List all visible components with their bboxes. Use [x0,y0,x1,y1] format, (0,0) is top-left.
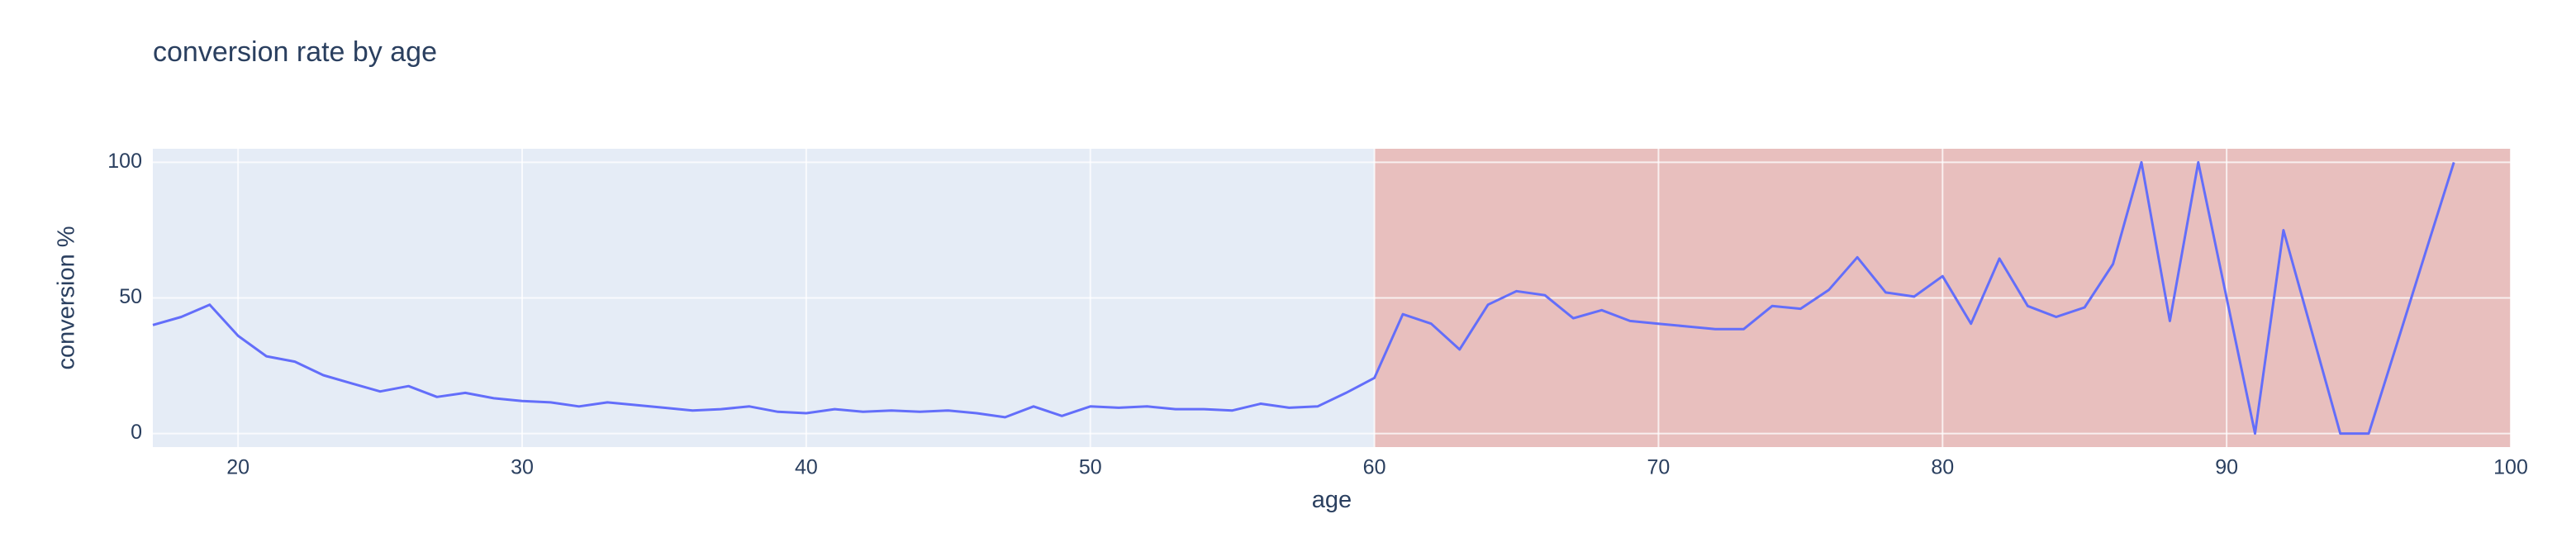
y-axis-ticks: 0 50 100 [107,150,142,444]
series-line [152,160,2455,436]
x-axis-title: age [1312,487,1352,513]
y-tick-label: 100 [107,150,142,173]
x-axis-ticks: 20 30 40 50 60 70 80 90 100 [226,456,2528,479]
x-tick-label: 30 [511,456,534,479]
x-tick-label: 100 [2493,456,2528,479]
x-tick-label: 60 [1363,456,1386,479]
y-tick-label: 50 [119,285,142,308]
x-tick-label: 90 [2215,456,2238,479]
x-tick-label: 70 [1647,456,1671,479]
gridlines [153,149,2512,447]
x-tick-label: 50 [1079,456,1102,479]
x-tick-label: 80 [1931,456,1954,479]
chart-title: conversion rate by age [153,36,437,68]
x-tick-label: 40 [795,456,818,479]
x-tick-label: 20 [226,456,250,479]
y-tick-label: 0 [131,421,142,444]
y-axis-title: conversion % [54,226,80,369]
